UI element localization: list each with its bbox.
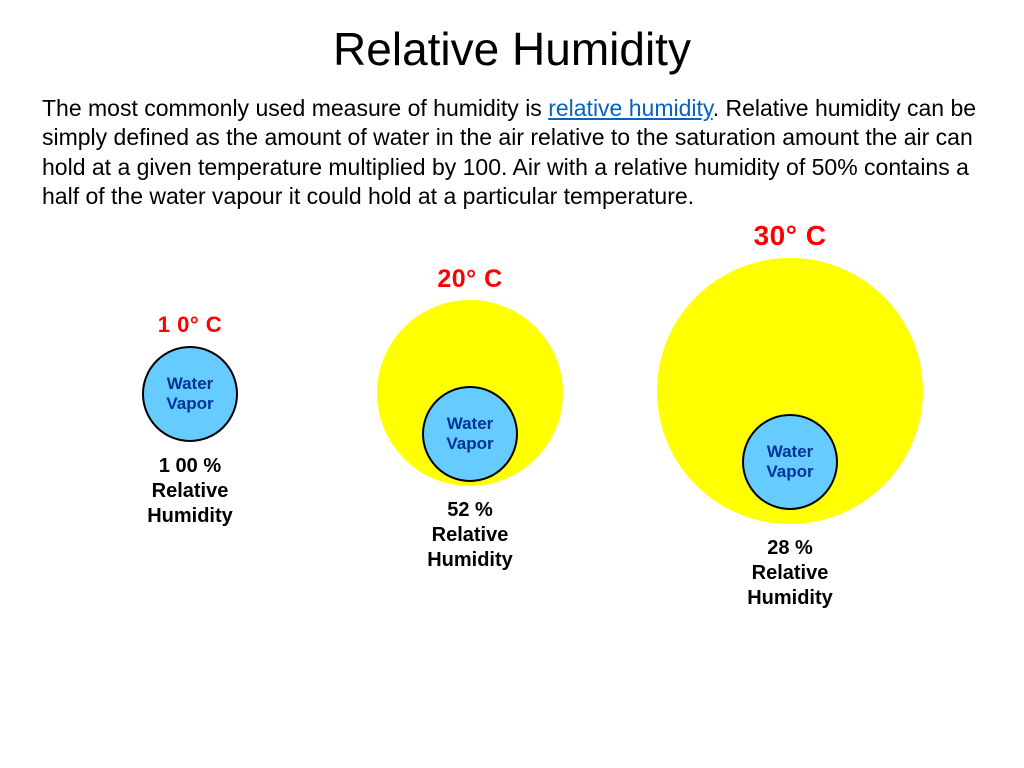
description-paragraph: The most commonly used measure of humidi… <box>0 94 1024 212</box>
water-vapor-circle: WaterVapor <box>142 346 238 442</box>
humidity-line2: Relative <box>110 479 270 504</box>
humidity-line2: Relative <box>640 561 940 586</box>
page-title: Relative Humidity <box>0 0 1024 94</box>
water-label-line2: Vapor <box>446 434 493 454</box>
circle-container: WaterVapor <box>640 258 940 526</box>
humidity-label: 1 00 %RelativeHumidity <box>110 454 270 529</box>
humidity-diagram: 1 0° CWaterVapor1 00 %RelativeHumidity20… <box>0 212 1024 732</box>
water-label-line1: Water <box>767 442 814 462</box>
water-vapor-circle: WaterVapor <box>742 414 838 510</box>
temperature-label: 30° C <box>640 220 940 252</box>
circle-container: WaterVapor <box>360 300 580 488</box>
humidity-group-2: 20° C WaterVapor 52 %RelativeHumidity <box>360 265 580 573</box>
humidity-line2: Relative <box>360 523 580 548</box>
humidity-label: 52 %RelativeHumidity <box>360 498 580 573</box>
water-vapor-circle: WaterVapor <box>422 386 518 482</box>
humidity-label: 28 %RelativeHumidity <box>640 536 940 611</box>
temperature-label: 20° C <box>360 265 580 294</box>
humidity-percent: 52 % <box>360 498 580 523</box>
circle-container: WaterVapor <box>110 344 270 444</box>
humidity-percent: 28 % <box>640 536 940 561</box>
water-label-line2: Vapor <box>166 394 213 414</box>
humidity-group-1: 1 0° C WaterVapor 1 00 %RelativeHumidity <box>110 312 270 529</box>
water-label-line1: Water <box>167 374 214 394</box>
humidity-line3: Humidity <box>640 586 940 611</box>
temperature-label: 1 0° C <box>110 312 270 338</box>
humidity-percent: 1 00 % <box>110 454 270 479</box>
humidity-line3: Humidity <box>110 504 270 529</box>
relative-humidity-link[interactable]: relative humidity <box>548 95 712 121</box>
humidity-line3: Humidity <box>360 548 580 573</box>
humidity-group-3: 30° C WaterVapor 28 %RelativeHumidity <box>640 220 940 611</box>
water-label-line2: Vapor <box>766 462 813 482</box>
description-text-1: The most commonly used measure of humidi… <box>42 95 548 121</box>
water-label-line1: Water <box>447 414 494 434</box>
